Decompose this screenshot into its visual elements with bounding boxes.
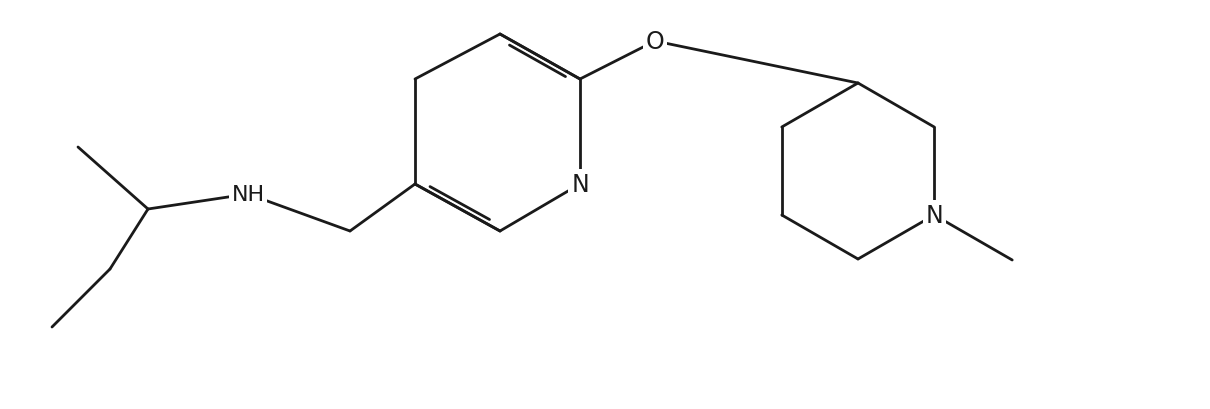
Text: NH: NH (231, 184, 265, 204)
Text: N: N (571, 173, 589, 196)
Text: O: O (646, 30, 664, 54)
Text: N: N (926, 204, 943, 227)
